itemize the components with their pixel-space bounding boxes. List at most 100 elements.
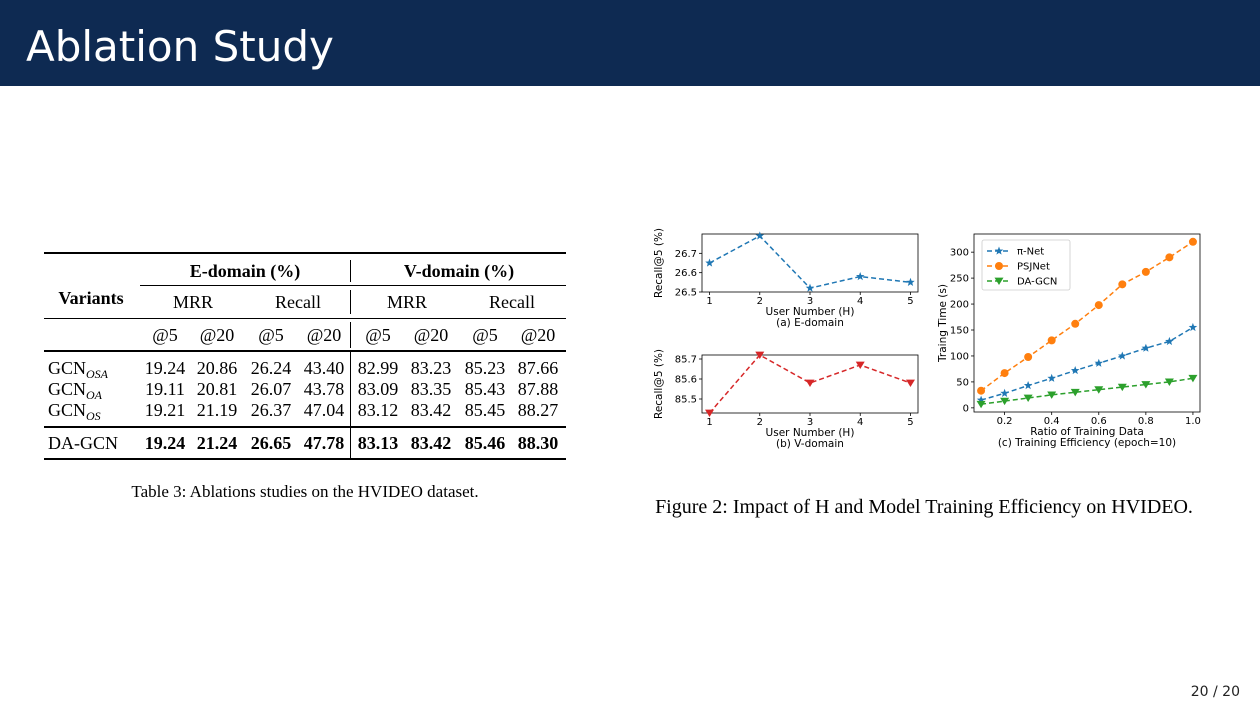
data-point <box>1165 253 1174 262</box>
data-point <box>805 379 815 388</box>
data-point <box>1094 301 1103 310</box>
legend-marker <box>994 277 1004 286</box>
x-tick-label: 1 <box>706 417 712 428</box>
axes-frame <box>701 233 919 293</box>
y-axis-label: Recall@5 (%) <box>653 349 665 419</box>
x-tick-label: 1 <box>706 296 712 307</box>
column-separator <box>350 290 351 314</box>
y-tick-label: 85.6 <box>675 375 697 386</box>
k-header: @5 <box>258 325 284 345</box>
chart-title: (b) V-domain <box>776 438 844 450</box>
y-tick-label: 300 <box>950 248 969 259</box>
x-tick-label: 0.6 <box>1091 416 1107 427</box>
table-cell: 20.81 <box>196 379 238 399</box>
chart-title: (c) Training Efficiency (epoch=10) <box>998 437 1176 449</box>
metric-header: MRR <box>172 292 214 312</box>
column-separator <box>350 428 351 458</box>
k-header: @20 <box>199 325 235 345</box>
variant-name: GCNOSA <box>48 358 109 381</box>
series-line <box>709 235 911 289</box>
data-point <box>1165 336 1174 346</box>
table-cell: 26.65 <box>250 433 292 453</box>
variant-name: GCNOA <box>48 379 103 402</box>
data-point <box>1047 336 1056 345</box>
header-rule-1 <box>140 285 566 286</box>
x-axis-label: User Number (H) <box>766 427 855 439</box>
table-cell: 83.42 <box>410 433 452 453</box>
table-cell: 19.21 <box>144 400 186 420</box>
data-point <box>1094 386 1104 394</box>
data-point <box>1188 237 1197 246</box>
e-domain-header: E-domain (%) <box>189 261 301 281</box>
slide-title: Ablation Study <box>26 22 334 71</box>
data-point <box>805 283 815 292</box>
metric-header: MRR <box>386 292 428 312</box>
data-point <box>1047 391 1057 399</box>
figure-panel: 1 2 3 4 5 26.5 26.6 26.7 User Number (H) (a) E-do… <box>636 222 1216 472</box>
table-cell: 83.12 <box>357 400 399 420</box>
table-cell: 26.37 <box>250 400 292 420</box>
y-tick-label: 100 <box>950 351 969 362</box>
data-point <box>905 379 915 388</box>
table-cell: 26.24 <box>250 358 292 378</box>
data-point <box>1188 322 1198 332</box>
table-cell: 85.43 <box>464 379 506 399</box>
table-bottom-rule <box>44 458 566 460</box>
data-point <box>1141 381 1151 389</box>
y-tick-label: 0 <box>963 403 969 414</box>
metric-header: Recall <box>275 292 321 312</box>
series-line <box>708 354 911 414</box>
y-tick-label: 85.7 <box>675 355 697 366</box>
data-point <box>1164 378 1174 386</box>
column-separator <box>350 352 351 426</box>
x-tick-label: 5 <box>907 296 913 307</box>
variant-name: GCNOS <box>48 400 101 423</box>
table-cell: 19.11 <box>145 379 185 399</box>
series-line <box>980 377 1194 405</box>
data-point <box>1047 373 1056 382</box>
table-cell: 88.30 <box>517 433 559 453</box>
metric-header: Recall <box>489 292 535 312</box>
k-header: @20 <box>520 325 556 345</box>
axes-frame <box>973 233 1201 413</box>
y-axis-label: Recall@5 (%) <box>653 228 665 298</box>
k-header: @20 <box>413 325 449 345</box>
table-cell: 21.24 <box>196 433 238 453</box>
data-point <box>1070 388 1080 397</box>
x-tick-label: 1.0 <box>1185 416 1201 427</box>
y-tick-label: 50 <box>956 377 969 388</box>
header-rule-2 <box>44 318 566 319</box>
data-point <box>977 386 986 395</box>
data-point <box>755 231 764 240</box>
data-point <box>755 351 765 360</box>
v-domain-header: V-domain (%) <box>403 261 515 281</box>
data-point <box>705 409 715 418</box>
data-point <box>855 361 865 370</box>
table-cell: 83.09 <box>357 379 399 399</box>
table-cell: 85.45 <box>464 400 506 420</box>
data-point <box>906 277 915 286</box>
y-tick-label: 150 <box>950 326 969 337</box>
data-point <box>1070 366 1080 375</box>
series-line <box>980 241 1194 392</box>
data-point <box>1000 388 1009 397</box>
slide-header: Ablation Study <box>0 0 1260 86</box>
k-header: @5 <box>365 325 391 345</box>
page-number: 20 / 20 <box>1190 684 1240 700</box>
table-cell: 21.19 <box>196 400 238 420</box>
x-tick-label: 0.2 <box>997 416 1013 427</box>
table-cell: 87.88 <box>517 379 559 399</box>
y-tick-label: 26.7 <box>675 249 697 260</box>
table-cell: 26.07 <box>250 379 292 399</box>
table-cell: 85.46 <box>464 433 506 453</box>
table-cell: 87.66 <box>517 358 559 378</box>
table-cell: 47.04 <box>303 400 345 420</box>
x-tick-label: 3 <box>807 296 813 307</box>
table-top-rule <box>44 252 566 254</box>
data-point <box>1071 319 1080 328</box>
data-point <box>1118 280 1127 289</box>
column-separator <box>350 260 351 282</box>
k-header: @5 <box>152 325 178 345</box>
legend-marker <box>995 262 1003 270</box>
y-tick-label: 85.5 <box>675 395 697 406</box>
